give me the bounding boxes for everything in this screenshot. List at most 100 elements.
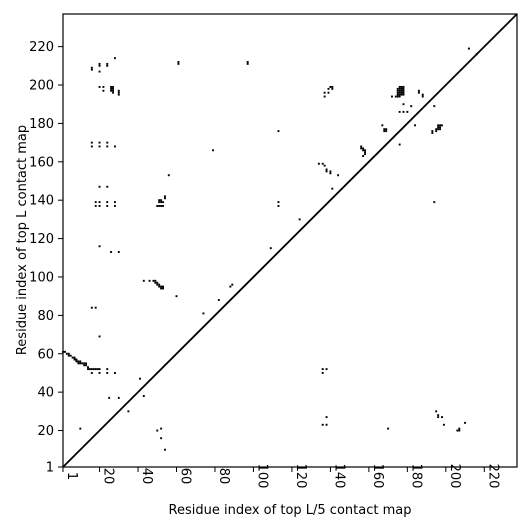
- contact-point-top-l: [106, 64, 109, 67]
- contact-point-top-l: [383, 130, 386, 133]
- contact-point-top-l: [98, 185, 101, 188]
- contact-point-top-l: [325, 168, 328, 171]
- contact-point-top-l: [94, 204, 97, 207]
- contact-point-top-l5: [90, 371, 93, 374]
- contact-point-top-l5: [75, 360, 78, 363]
- contact-point-top-l: [106, 62, 109, 65]
- contact-point-top-l5: [325, 368, 328, 371]
- contact-point-top-l: [325, 170, 328, 173]
- contact-point-top-l: [277, 201, 280, 204]
- contact-point-top-l: [421, 93, 424, 96]
- contact-point-top-l: [112, 87, 114, 90]
- contact-point-top-l5: [160, 437, 163, 440]
- contact-point-top-l: [385, 130, 388, 133]
- contact-point-top-l5: [85, 362, 88, 365]
- contact-point-top-l5: [96, 368, 99, 371]
- contact-point-top-l: [117, 89, 120, 92]
- contact-point-top-l: [396, 89, 399, 92]
- contact-point-top-l5: [77, 360, 80, 363]
- contact-point-top-l5: [106, 368, 109, 371]
- contact-marks: [62, 47, 478, 451]
- contact-point-top-l: [162, 204, 164, 207]
- contact-point-top-l: [435, 130, 438, 133]
- contact-point-top-l5: [83, 364, 86, 367]
- contact-point-top-l: [329, 172, 332, 175]
- x-tick-label: 220: [485, 464, 500, 489]
- contact-point-top-l5: [88, 368, 91, 371]
- contact-point-top-l: [327, 87, 330, 90]
- x-tick-label: 160: [370, 464, 385, 489]
- contact-point-top-l: [98, 141, 101, 144]
- contact-point-top-l5: [67, 354, 70, 357]
- contact-point-top-l: [142, 279, 145, 282]
- contact-point-top-l: [202, 312, 205, 315]
- contact-point-top-l5: [69, 354, 72, 357]
- contact-point-top-l: [167, 174, 170, 177]
- y-tick-label: 120: [29, 232, 54, 247]
- contact-point-top-l: [277, 204, 280, 207]
- contact-point-top-l: [90, 306, 93, 309]
- contact-point-top-l: [414, 124, 416, 127]
- contact-point-top-l: [394, 95, 397, 98]
- contact-point-top-l: [298, 218, 301, 221]
- contact-point-top-l5: [63, 350, 66, 353]
- contact-point-top-l: [433, 105, 436, 108]
- contact-point-top-l: [402, 87, 405, 90]
- contact-point-top-l5: [94, 368, 97, 371]
- contact-point-top-l: [410, 105, 413, 108]
- contact-point-top-l: [90, 141, 93, 144]
- x-tick-label: 100: [254, 464, 269, 489]
- contact-point-top-l: [364, 153, 366, 156]
- contact-point-top-l5: [79, 362, 82, 365]
- contact-point-top-l: [113, 145, 116, 148]
- contact-point-top-l5: [90, 368, 93, 371]
- y-axis-label: Residue index of top L contact map: [15, 125, 30, 355]
- contact-point-top-l: [362, 155, 365, 157]
- contact-point-top-l5: [79, 360, 82, 363]
- contact-point-top-l: [396, 93, 399, 96]
- contact-point-top-l5: [87, 368, 89, 371]
- contact-point-top-l5: [321, 368, 324, 371]
- contact-point-top-l: [154, 279, 157, 282]
- contact-point-top-l: [385, 128, 388, 131]
- contact-point-top-l: [323, 164, 326, 167]
- x-tick-label: 120: [293, 464, 308, 489]
- contact-point-top-l: [160, 285, 163, 288]
- contact-point-top-l: [158, 199, 161, 202]
- contact-point-top-l5: [106, 371, 109, 374]
- contact-point-top-l: [113, 204, 116, 207]
- contact-point-top-l: [98, 70, 101, 73]
- contact-point-top-l: [402, 110, 405, 113]
- contact-point-top-l: [117, 91, 120, 94]
- contact-point-top-l: [106, 145, 109, 148]
- contact-point-top-l5: [127, 410, 130, 413]
- contact-point-top-l5: [77, 362, 80, 365]
- contact-point-top-l: [437, 126, 440, 129]
- contact-point-top-l: [331, 85, 334, 88]
- contact-point-top-l: [398, 93, 401, 96]
- x-tick-label: 80: [216, 468, 231, 485]
- contact-point-top-l5: [79, 427, 82, 430]
- contact-point-top-l: [439, 128, 442, 131]
- contact-point-top-l: [400, 85, 403, 88]
- contact-point-top-l: [327, 91, 330, 94]
- x-tick-label: 60: [178, 468, 193, 485]
- contact-point-top-l: [229, 285, 232, 288]
- contact-point-top-l: [158, 285, 161, 288]
- contact-point-top-l5: [325, 416, 328, 419]
- contact-point-top-l: [417, 89, 420, 92]
- contact-point-top-l: [439, 126, 442, 129]
- contact-point-top-l: [402, 103, 405, 106]
- x-tick-label: 140: [331, 464, 346, 489]
- contact-point-top-l: [106, 204, 109, 207]
- contact-point-top-l: [112, 89, 114, 92]
- contact-point-top-l5: [81, 362, 84, 365]
- contact-point-top-l: [156, 204, 159, 207]
- y-tick-label: 180: [29, 117, 54, 132]
- contact-point-top-l: [329, 170, 332, 173]
- contact-point-top-l: [154, 281, 157, 284]
- x-tick-label: 20: [101, 468, 116, 485]
- contact-point-top-l: [110, 87, 113, 90]
- contact-point-top-l5: [441, 416, 443, 419]
